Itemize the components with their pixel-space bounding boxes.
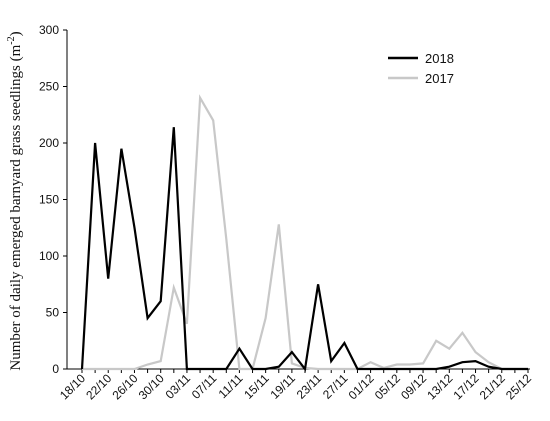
series-lines — [80, 94, 528, 372]
legend-label-2017: 2017 — [425, 71, 454, 86]
x-tick-label: 15/11 — [241, 371, 272, 402]
x-axis-ticks: 18/1022/1026/1030/1003/1107/1111/1115/11… — [57, 369, 534, 402]
x-tick-label: 23/11 — [294, 371, 325, 402]
series-line-2018 — [80, 127, 528, 372]
x-tick-label: 27/11 — [320, 371, 351, 402]
x-tick-label: 26/10 — [109, 371, 140, 402]
legend-label-2018: 2018 — [425, 51, 454, 66]
y-tick-label: 250 — [39, 80, 59, 94]
y-tick-label: 200 — [39, 136, 59, 150]
x-tick-label: 19/11 — [267, 371, 298, 402]
x-tick-label: 22/10 — [83, 371, 114, 402]
y-tick-label: 150 — [39, 193, 59, 207]
x-tick-label: 09/12 — [398, 371, 429, 402]
x-tick-label: 11/11 — [216, 371, 246, 401]
x-tick-label: 01/12 — [346, 371, 377, 402]
x-tick-label: 13/12 — [424, 371, 455, 402]
y-axis-ticks: 0 50 100 150 200 250 300 — [39, 23, 67, 376]
x-tick-label: 30/10 — [136, 371, 167, 402]
y-tick-label: 100 — [39, 249, 59, 263]
x-tick-label: 18/10 — [57, 371, 88, 402]
y-tick-label: 300 — [39, 23, 59, 37]
y-tick-label: 0 — [52, 362, 59, 376]
series-line-2017 — [82, 94, 528, 371]
x-tick-label: 25/12 — [503, 371, 534, 402]
axes — [66, 30, 530, 370]
x-tick-label: 07/11 — [189, 371, 220, 402]
x-tick-label: 21/12 — [477, 371, 508, 402]
x-tick-label: 05/12 — [372, 371, 403, 402]
x-tick-label: 17/12 — [451, 371, 482, 402]
y-axis-label: Number of daily emerged barnyard grass s… — [6, 31, 24, 370]
legend: 2018 2017 — [388, 51, 454, 86]
x-tick-label: 03/11 — [163, 371, 194, 402]
y-tick-label: 50 — [46, 306, 60, 320]
